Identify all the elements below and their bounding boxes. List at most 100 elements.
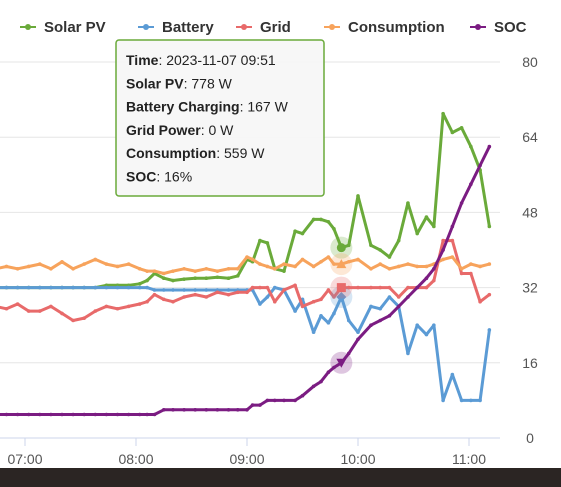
soc-hover-marker: [336, 358, 347, 368]
solar-pv-point: [332, 227, 336, 231]
grid-point: [171, 299, 175, 304]
soc-point: [396, 304, 401, 309]
soc-point: [93, 412, 98, 417]
consumption-hover-marker: [336, 259, 347, 269]
x-axis: 07:00 08:00 09:00 10:00 11:00: [7, 438, 486, 467]
solar-pv-point: [406, 201, 410, 205]
consumption-point: [60, 259, 64, 264]
bottom-bar: [0, 468, 561, 487]
soc-point: [265, 398, 270, 403]
battery-point: [319, 314, 323, 318]
tooltip-row: Solar PV: 778 W: [126, 75, 233, 91]
battery-point: [93, 285, 98, 290]
grid-point: [126, 304, 131, 309]
battery-point: [126, 285, 131, 290]
battery-point: [326, 321, 331, 325]
battery-point: [478, 398, 482, 403]
solar-pv-point: [441, 111, 445, 116]
soc-point: [71, 412, 75, 417]
grid-point: [71, 318, 75, 323]
solar-pv-point: [459, 126, 464, 130]
soc-point: [193, 408, 197, 412]
battery-point: [450, 372, 455, 377]
consumption-point: [26, 264, 31, 269]
battery-point: [441, 398, 445, 403]
soc-point: [26, 412, 31, 417]
legend-label: SOC: [494, 19, 527, 36]
grid-point: [332, 295, 336, 299]
solar-pv-point: [469, 144, 473, 149]
consumption-point: [406, 262, 410, 266]
consumption-point: [300, 257, 305, 262]
legend-swatch-dot: [329, 24, 335, 30]
grid-point: [265, 285, 270, 290]
solar-pv-point: [235, 274, 240, 278]
solar-pv-point: [258, 238, 262, 243]
battery-point: [137, 285, 142, 290]
solar-pv-point: [487, 224, 492, 229]
solar-pv-point: [346, 243, 351, 248]
grid-point: [60, 311, 64, 316]
legend[interactable]: Solar PV Battery Grid Consumption SOC: [20, 19, 527, 36]
soc-point: [378, 318, 383, 323]
solar-pv-point: [171, 278, 175, 283]
grid-series: [0, 238, 492, 323]
soc-point: [332, 365, 336, 370]
soc-point: [38, 412, 42, 417]
solar-pv-point: [226, 276, 231, 281]
y-tick-label: 48: [522, 204, 538, 220]
grid-point: [161, 297, 166, 302]
consumption-point: [415, 264, 420, 269]
y-tick-label: 0: [526, 430, 534, 446]
soc-point: [126, 412, 131, 417]
consumption-point: [226, 267, 231, 271]
consumption-point: [387, 267, 392, 271]
consumption-point: [137, 267, 142, 271]
grid-point: [387, 285, 392, 290]
battery-point: [369, 304, 373, 309]
legend-item-soc[interactable]: SOC: [470, 19, 527, 36]
soc-point: [204, 408, 209, 412]
soc-point: [369, 323, 373, 328]
soc-point: [60, 412, 64, 417]
legend-item-battery[interactable]: Battery: [138, 19, 214, 36]
y-tick-label: 80: [522, 54, 538, 70]
legend-item-grid[interactable]: Grid: [236, 19, 291, 36]
legend-item-consumption[interactable]: Consumption: [324, 19, 445, 36]
solar-pv-point: [300, 231, 305, 236]
grid-point: [38, 309, 42, 313]
consumption-point: [356, 257, 360, 262]
series-lines: [0, 111, 492, 417]
tooltip-row: Grid Power: 0 W: [126, 122, 234, 138]
battery-point: [26, 285, 31, 290]
battery-point: [332, 311, 336, 316]
tooltip-key: Solar PV: [126, 75, 184, 91]
legend-item-solar-pv[interactable]: Solar PV: [20, 19, 106, 36]
grid-point: [478, 299, 482, 304]
battery-point: [182, 288, 186, 292]
battery-point: [161, 288, 166, 292]
battery-point: [432, 323, 436, 328]
consumption-point: [369, 267, 373, 271]
y-axis: 0 16 32 48 64 80: [522, 54, 538, 446]
grid-point: [378, 285, 383, 290]
x-tick-label: 10:00: [340, 451, 375, 467]
soc-point: [152, 412, 157, 417]
battery-point: [104, 285, 109, 290]
tooltip-row: Time: 2023-11-07 09:51: [126, 52, 276, 68]
soc-point: [356, 337, 360, 342]
consumption-point: [235, 267, 240, 271]
grid-point: [441, 238, 445, 243]
grid-point: [235, 290, 240, 295]
soc-point: [235, 408, 240, 412]
grid-point: [406, 285, 410, 290]
battery-point: [272, 285, 277, 290]
consumption-point: [182, 267, 186, 271]
grid-point: [245, 290, 249, 295]
grid-point: [282, 288, 286, 292]
consumption-point: [126, 262, 131, 266]
grid-point: [26, 309, 31, 313]
grid-line: [0, 239, 491, 322]
consumption-point: [450, 255, 455, 259]
